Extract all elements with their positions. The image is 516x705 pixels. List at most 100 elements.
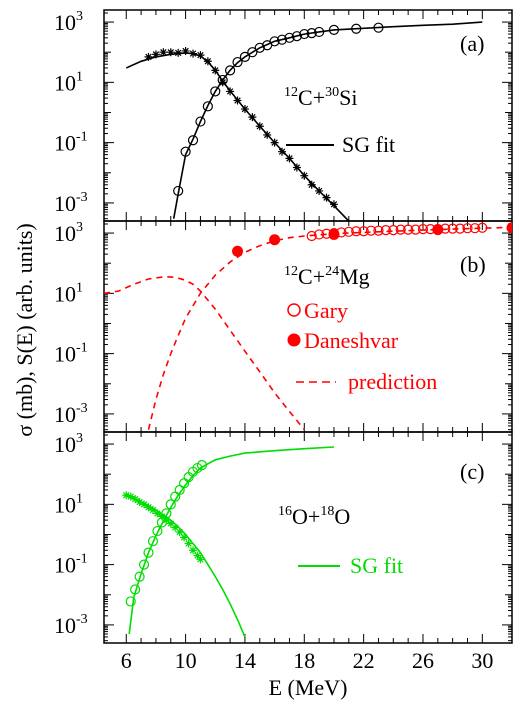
panel-a-reaction: 12C+30Si: [284, 85, 357, 110]
x-tick-labels: 6 10 14 18 22 26 30: [121, 648, 494, 673]
y-tick-label: 101: [54, 491, 83, 517]
panel-a-S-data-point: [329, 200, 338, 209]
y-tick-label: 10-1: [54, 130, 88, 156]
panel-a-sigma-data-point: [225, 65, 236, 76]
y-tick-label: 10-1: [54, 552, 88, 578]
y-tick-label: 101: [54, 69, 83, 95]
panel-b-Gary-point: [373, 225, 384, 236]
panel-c-sigma-data-point: [125, 596, 136, 607]
panel-c-sigma-data-point: [138, 559, 150, 570]
panel-c-S-data-point: [171, 523, 180, 532]
panel-b-Gary-point: [380, 225, 391, 236]
panel-b-Gary-point: [365, 225, 377, 236]
panel-c-frame: [103, 431, 513, 644]
panel-c-legend-label: SG fit: [350, 553, 403, 578]
panel-b-Gary-point: [388, 225, 399, 236]
panel-b-Gary-point: [462, 223, 473, 234]
panel-a-sigma-data-point: [284, 32, 295, 43]
panel-b-Daneshvar-point: [232, 245, 244, 257]
y-tick-label: 103: [54, 431, 83, 457]
panel-a-S-fit-line: [125, 52, 350, 221]
panel-a-S-data-point: [181, 46, 190, 55]
x-tick-label: 18: [293, 648, 315, 673]
panel-c-sigma-fit-line: [128, 446, 335, 635]
panel-c-label: (c): [460, 459, 484, 484]
panel-a-S-data-point: [159, 48, 168, 57]
panel-a-sigma-data-point: [202, 101, 213, 112]
daneshvar-legend-label: Daneshvar: [304, 328, 399, 353]
x-tick-label: 22: [353, 648, 375, 673]
panel-b-Gary-point: [351, 226, 362, 237]
panel-c-S-data-point: [184, 539, 193, 548]
panel-c-S-data-point: [144, 503, 153, 512]
panel-a-legend-label: SG fit: [342, 132, 395, 157]
panel-c-S-fit-line: [126, 494, 246, 638]
daneshvar-legend-marker: [287, 333, 301, 347]
x-tick-label: 30: [471, 648, 493, 673]
panel-b-Gary-point: [417, 224, 429, 235]
panel-c-S-data-point: [180, 533, 189, 542]
panel-c-legend: SG fit: [298, 553, 403, 578]
panel-c-S-data-point: [166, 519, 175, 528]
y-axis-title: σ (mb), S(E) (arb. units): [12, 223, 37, 436]
y-tick-label: 103: [54, 220, 83, 246]
panel-c-sigma-data-point: [147, 536, 159, 547]
y-tick-label: 10-1: [54, 341, 88, 367]
panel-c-S-data-point: [162, 516, 171, 525]
y-tick-labels: 103 101 10-1 10-3 103 101 10-1 10-3 103 101 10-1 10…: [54, 9, 88, 638]
panel-a-sigma-data-point: [210, 86, 221, 97]
panel-c-sigma-data-point: [143, 547, 154, 558]
panel-a-label: (a): [460, 31, 484, 56]
panel-a-sigma-data-point: [239, 51, 251, 62]
panel-c-S-data-point: [157, 512, 166, 521]
gary-legend-label: Gary: [304, 298, 348, 323]
panel-a-frame: [103, 9, 513, 222]
x-tick-label: 14: [234, 648, 256, 673]
panel-b-Gary-point: [343, 226, 354, 237]
panel-a-sigma-data-point: [291, 31, 302, 42]
panel-b-label: (b): [460, 252, 486, 277]
prediction-legend-label: prediction: [348, 369, 437, 394]
panel-a-S-data-point: [144, 52, 153, 61]
panel-a-sigma-data-point: [254, 42, 265, 53]
data-series: [104, 21, 512, 638]
panel-b-Gary-point: [403, 224, 414, 235]
panel-a-S-data-point: [307, 180, 316, 189]
panel-c-S-data-point: [153, 509, 162, 518]
panel-c-sigma-data-point: [152, 525, 163, 537]
panel-c-S-data-point: [175, 528, 184, 537]
panel-b-series: [104, 222, 512, 431]
panel-a-sigma-data-point: [269, 36, 280, 47]
panel-c-S-data-point: [122, 491, 131, 500]
panel-a-sigma-fit-line: [172, 21, 483, 219]
panel-a-S-data-point: [166, 48, 175, 57]
panel-b-frame: [103, 220, 513, 433]
y-tick-label: 10-3: [54, 401, 88, 427]
panel-a-series: [125, 21, 483, 221]
panel-a-S-data-point: [151, 50, 160, 59]
panel-b-Gary-point: [395, 224, 406, 235]
gary-legend-marker: [287, 303, 301, 317]
y-tick-label: 10-3: [54, 190, 88, 216]
panel-b-prediction-S-line: [104, 276, 305, 431]
panel-a-sigma-data-point: [276, 34, 288, 45]
panel-a-legend: SG fit: [286, 132, 395, 157]
panel-b-Daneshvar-point: [432, 224, 444, 236]
panel-c-S-data-point: [196, 555, 205, 564]
panel-a-sigma-data-point: [232, 56, 243, 68]
y-tick-label: 103: [54, 9, 83, 35]
panel-c-series: [122, 446, 335, 638]
panel-a-sigma-data-point: [247, 47, 258, 58]
y-tick-label: 101: [54, 280, 83, 306]
panel-c-S-data-point: [148, 505, 157, 514]
x-tick-label: 6: [121, 648, 132, 673]
panel-a-S-data-point: [196, 51, 205, 60]
panel-b-Gary-point: [358, 226, 369, 237]
panel-b-Gary-point: [306, 230, 317, 242]
x-tick-label: 26: [412, 648, 434, 673]
x-axis-title: E (MeV): [269, 675, 348, 700]
panel-b-legend: Gary Daneshvar prediction: [287, 298, 437, 394]
x-tick-label: 10: [175, 648, 197, 673]
panel-b-reaction: 12C+24Mg: [284, 264, 370, 289]
